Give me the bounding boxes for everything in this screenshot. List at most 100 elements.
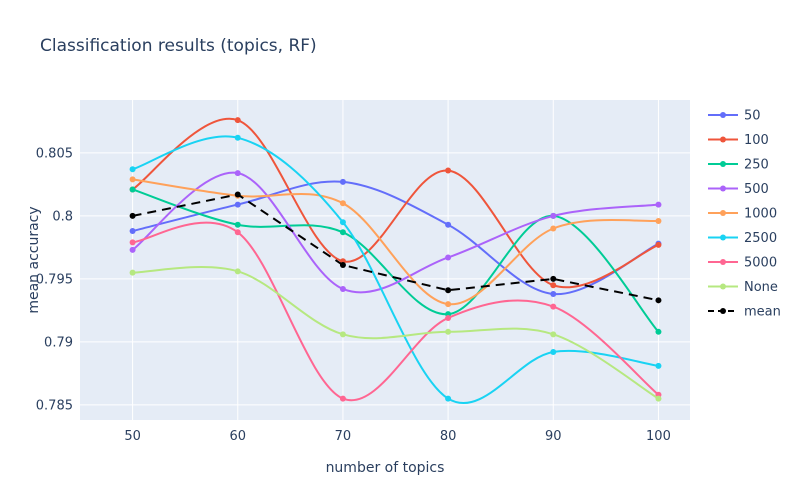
series-line <box>132 266 659 400</box>
data-point <box>129 228 136 235</box>
data-point <box>234 134 241 141</box>
data-point <box>550 275 557 282</box>
legend-item[interactable]: 1000 <box>708 207 777 222</box>
y-tick-label: 0.805 <box>36 146 73 161</box>
series-None <box>129 266 662 402</box>
data-point <box>445 254 452 261</box>
legend-item[interactable]: 50 <box>708 109 761 124</box>
data-point <box>550 303 557 310</box>
x-tick-label: 60 <box>229 429 246 444</box>
plot-area <box>80 100 690 420</box>
legend-marker <box>720 185 726 192</box>
series-100 <box>129 117 662 289</box>
series-2500 <box>129 134 662 405</box>
series-mean <box>129 191 662 304</box>
y-tick-label: 0.79 <box>44 335 73 350</box>
x-axis-label: number of topics <box>326 460 445 476</box>
legend-label: mean <box>744 305 781 320</box>
data-point <box>234 117 241 124</box>
legend-label: 250 <box>744 158 769 173</box>
legend-item[interactable]: 5000 <box>708 256 777 271</box>
data-point <box>655 297 662 304</box>
x-tick-label: 90 <box>545 429 562 444</box>
legend-marker <box>720 308 726 314</box>
data-point <box>129 246 136 253</box>
data-point <box>234 191 241 198</box>
data-point <box>339 178 346 185</box>
legend-marker <box>720 210 726 216</box>
data-point <box>129 186 136 193</box>
legend-label: 2500 <box>744 231 777 246</box>
legend-label: 1000 <box>744 207 777 222</box>
x-axis-ticks: 50 60 70 80 90 100 <box>124 429 671 444</box>
legend-marker <box>720 283 726 290</box>
series-line <box>132 178 659 306</box>
legend-item[interactable]: 500 <box>708 182 769 197</box>
legend-label: None <box>744 280 778 295</box>
data-point <box>550 331 557 338</box>
data-point <box>129 269 136 276</box>
legend-label: 5000 <box>744 256 777 271</box>
legend-item[interactable]: mean <box>708 305 781 320</box>
series-5000 <box>129 221 662 402</box>
legend-marker <box>720 234 726 241</box>
data-point <box>655 395 662 402</box>
series-line <box>132 180 659 296</box>
data-point <box>129 166 136 173</box>
data-point <box>339 395 346 402</box>
legend-marker <box>720 259 726 265</box>
data-point <box>339 200 346 207</box>
data-point <box>550 212 557 219</box>
data-point <box>234 268 241 275</box>
data-point <box>445 328 452 335</box>
data-point <box>655 362 662 369</box>
data-series <box>129 117 662 405</box>
legend-marker <box>720 112 726 118</box>
gridlines <box>80 100 690 420</box>
data-point <box>339 229 346 236</box>
data-point <box>655 217 662 224</box>
x-tick-label: 100 <box>646 429 671 444</box>
y-tick-label: 0.8 <box>52 209 73 224</box>
data-point <box>550 348 557 355</box>
data-point <box>550 291 557 298</box>
data-point <box>234 201 241 208</box>
legend-item[interactable]: 2500 <box>708 231 777 246</box>
legend-item[interactable]: 250 <box>708 158 769 173</box>
data-point <box>129 176 136 183</box>
y-tick-label: 0.795 <box>36 272 73 287</box>
legend-label: 50 <box>744 109 761 124</box>
chart-title: Classification results (topics, RF) <box>40 36 317 56</box>
x-tick-label: 80 <box>440 429 457 444</box>
data-point <box>129 212 136 219</box>
data-point <box>234 170 241 177</box>
data-point <box>445 301 452 308</box>
legend-item[interactable]: 100 <box>708 133 769 148</box>
data-point <box>234 221 241 228</box>
data-point <box>339 219 346 226</box>
data-point <box>655 241 662 248</box>
legend-item[interactable]: None <box>708 280 778 295</box>
series-line <box>132 221 660 402</box>
data-point <box>445 167 452 174</box>
y-axis-label: mean accuracy <box>26 206 42 313</box>
data-point <box>339 285 346 292</box>
data-point <box>234 229 241 236</box>
legend: 50 100 250 500 1000 2500 5000 None mean <box>708 109 781 320</box>
x-tick-label: 70 <box>335 429 352 444</box>
data-point <box>445 314 452 321</box>
x-tick-label: 50 <box>124 429 141 444</box>
data-point <box>445 287 452 294</box>
data-point <box>445 395 452 402</box>
data-point <box>445 221 452 228</box>
data-point <box>550 225 557 232</box>
y-axis-ticks: 0.785 0.79 0.795 0.8 0.805 <box>36 146 73 413</box>
data-point <box>550 282 557 289</box>
data-point <box>655 201 662 208</box>
legend-label: 500 <box>744 182 769 197</box>
legend-marker <box>720 136 726 143</box>
series-1000 <box>129 176 662 308</box>
legend-marker <box>720 161 726 167</box>
